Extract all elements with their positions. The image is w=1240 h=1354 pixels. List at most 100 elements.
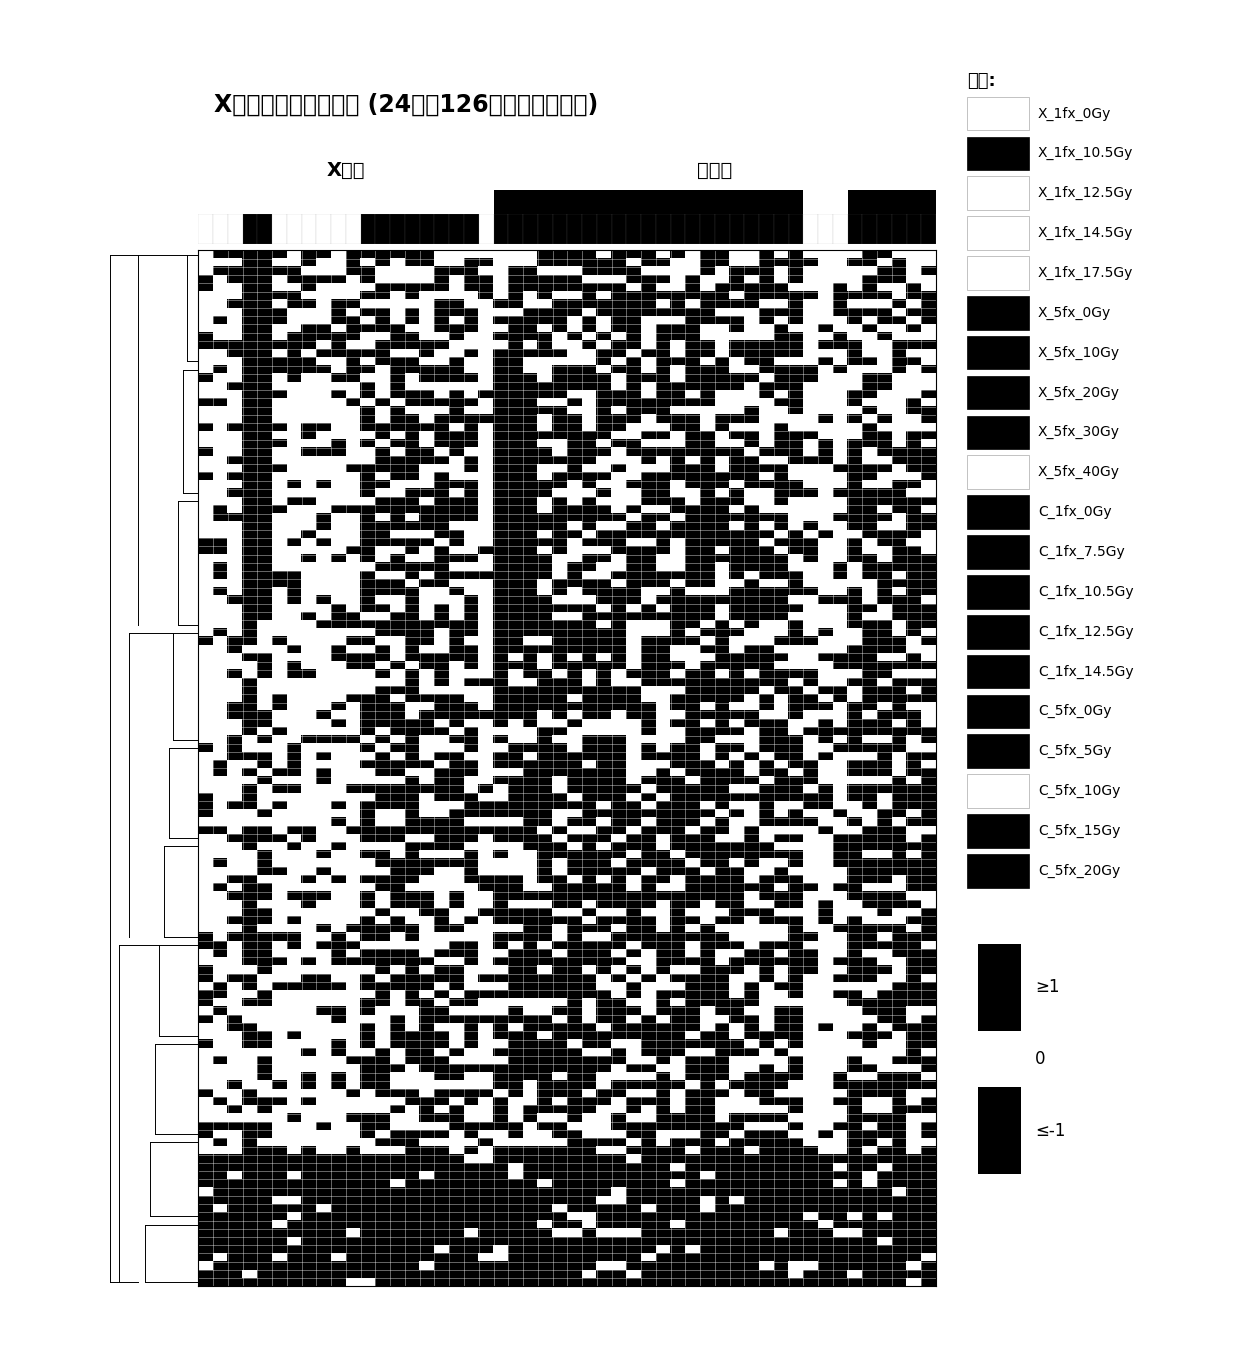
Bar xyxy=(967,774,1029,808)
Bar xyxy=(568,214,582,244)
Bar xyxy=(967,137,1029,171)
Bar xyxy=(346,214,361,244)
Bar xyxy=(301,214,316,244)
Bar xyxy=(804,214,818,244)
Text: C_5fx_0Gy: C_5fx_0Gy xyxy=(1038,704,1111,719)
Bar xyxy=(967,535,1029,569)
Bar xyxy=(596,214,611,244)
Bar xyxy=(656,214,671,244)
Bar xyxy=(611,214,626,244)
Bar xyxy=(434,214,449,244)
Bar xyxy=(804,190,848,214)
Text: X_1fx_12.5Gy: X_1fx_12.5Gy xyxy=(1038,185,1133,200)
Text: ≥1: ≥1 xyxy=(1035,979,1060,997)
Bar xyxy=(626,214,641,244)
Text: C_5fx_20Gy: C_5fx_20Gy xyxy=(1038,864,1120,877)
Bar xyxy=(863,214,877,244)
Bar xyxy=(213,214,228,244)
Bar xyxy=(538,214,553,244)
Bar xyxy=(419,214,434,244)
Bar xyxy=(906,214,921,244)
Bar xyxy=(273,214,286,244)
Text: 重离子: 重离子 xyxy=(697,161,733,180)
Text: 组别:: 组别: xyxy=(967,72,996,89)
Bar xyxy=(701,214,714,244)
Text: C_5fx_5Gy: C_5fx_5Gy xyxy=(1038,745,1111,758)
Bar xyxy=(759,214,774,244)
Text: X_5fx_10Gy: X_5fx_10Gy xyxy=(1038,345,1120,360)
Bar xyxy=(553,214,568,244)
Bar xyxy=(967,655,1029,688)
Bar xyxy=(967,854,1029,888)
Bar xyxy=(967,375,1029,409)
Text: X_5fx_20Gy: X_5fx_20Gy xyxy=(1038,386,1120,399)
Bar xyxy=(523,214,538,244)
Bar xyxy=(686,214,701,244)
Text: X_1fx_10.5Gy: X_1fx_10.5Gy xyxy=(1038,146,1133,160)
Text: X射线特异性敏感基因 (24周，126个基因表达上调): X射线特异性敏感基因 (24周，126个基因表达上调) xyxy=(215,93,599,116)
Bar xyxy=(479,214,494,244)
Text: C_1fx_14.5Gy: C_1fx_14.5Gy xyxy=(1038,665,1133,678)
Bar xyxy=(877,214,892,244)
Bar xyxy=(331,214,346,244)
Bar xyxy=(671,214,686,244)
Bar xyxy=(744,214,759,244)
Bar xyxy=(967,217,1029,250)
Bar xyxy=(967,416,1029,450)
Bar xyxy=(833,214,848,244)
Bar xyxy=(508,214,523,244)
Text: X_5fx_0Gy: X_5fx_0Gy xyxy=(1038,306,1111,320)
Text: C_5fx_10Gy: C_5fx_10Gy xyxy=(1038,784,1121,799)
Bar xyxy=(978,1087,1021,1174)
Bar xyxy=(494,214,508,244)
Bar xyxy=(967,734,1029,768)
Text: C_1fx_0Gy: C_1fx_0Gy xyxy=(1038,505,1111,519)
Bar xyxy=(286,214,301,244)
Bar xyxy=(967,96,1029,130)
Bar xyxy=(967,575,1029,609)
Bar xyxy=(391,214,405,244)
Text: C_1fx_10.5Gy: C_1fx_10.5Gy xyxy=(1038,585,1133,598)
Bar xyxy=(714,214,729,244)
Bar xyxy=(967,176,1029,210)
Bar xyxy=(967,695,1029,728)
Text: X_1fx_17.5Gy: X_1fx_17.5Gy xyxy=(1038,265,1133,280)
Bar xyxy=(361,214,376,244)
Bar xyxy=(921,214,936,244)
Bar xyxy=(243,214,258,244)
Bar xyxy=(848,214,863,244)
Bar xyxy=(967,496,1029,529)
Bar xyxy=(228,214,243,244)
Text: C_1fx_12.5Gy: C_1fx_12.5Gy xyxy=(1038,624,1133,639)
Bar xyxy=(641,214,656,244)
Bar xyxy=(198,214,213,244)
Bar xyxy=(494,190,936,214)
Bar xyxy=(967,455,1029,489)
Text: ≤-1: ≤-1 xyxy=(1035,1121,1065,1140)
Bar xyxy=(967,297,1029,329)
Text: C_1fx_7.5Gy: C_1fx_7.5Gy xyxy=(1038,544,1125,559)
Bar xyxy=(464,214,479,244)
Bar xyxy=(774,214,789,244)
Bar xyxy=(789,214,804,244)
Bar xyxy=(449,214,464,244)
Bar xyxy=(405,214,420,244)
Bar xyxy=(967,615,1029,649)
Bar xyxy=(967,336,1029,370)
Bar xyxy=(967,256,1029,290)
Bar xyxy=(316,214,331,244)
Bar xyxy=(967,814,1029,848)
Bar xyxy=(258,214,273,244)
Text: X_5fx_30Gy: X_5fx_30Gy xyxy=(1038,425,1120,440)
Bar xyxy=(978,944,1021,1030)
Text: X_1fx_14.5Gy: X_1fx_14.5Gy xyxy=(1038,226,1133,240)
Bar xyxy=(376,214,391,244)
Text: X_1fx_0Gy: X_1fx_0Gy xyxy=(1038,107,1111,121)
Text: C_5fx_15Gy: C_5fx_15Gy xyxy=(1038,825,1121,838)
Bar xyxy=(818,214,833,244)
Text: X射线: X射线 xyxy=(326,161,366,180)
Bar xyxy=(729,214,744,244)
Bar xyxy=(892,214,906,244)
Text: X_5fx_40Gy: X_5fx_40Gy xyxy=(1038,466,1120,479)
Text: 0: 0 xyxy=(1035,1049,1045,1068)
